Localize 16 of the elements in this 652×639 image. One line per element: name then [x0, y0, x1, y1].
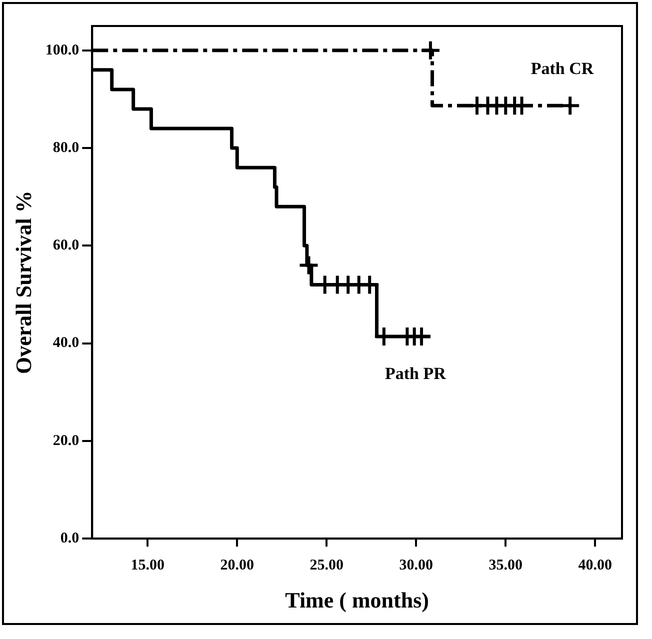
y-tick-label: 20.0 — [52, 432, 80, 449]
x-tick-label: 25.00 — [310, 557, 344, 574]
x-tick-label: 40.00 — [578, 557, 612, 574]
y-tick-label: 100.0 — [45, 42, 80, 58]
x-tick-label: 30.00 — [399, 557, 434, 574]
y-axis-title: Overall Survival % — [10, 190, 36, 374]
x-axis-title: Time ( months) — [285, 587, 429, 612]
y-tick-label: 40.0 — [52, 335, 80, 352]
series-label: Path PR — [385, 364, 447, 383]
y-tick-label: 0.0 — [60, 530, 80, 546]
series-label: Path CR — [530, 58, 594, 78]
x-tick-label: 15.00 — [130, 557, 165, 574]
x-tick-label: 35.00 — [488, 557, 523, 574]
y-tick-label: 80.0 — [52, 140, 80, 156]
x-tick-label: 20.00 — [220, 557, 254, 574]
y-tick-label: 60.0 — [52, 238, 80, 254]
